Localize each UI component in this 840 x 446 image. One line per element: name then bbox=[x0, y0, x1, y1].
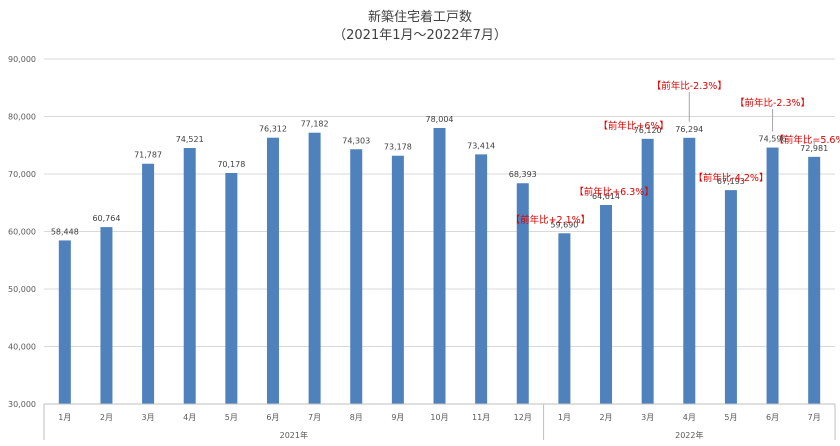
y-tick-label: 70,000 bbox=[8, 170, 36, 179]
x-tick-label: 4月 bbox=[683, 413, 696, 422]
x-group-label: 2022年 bbox=[675, 430, 703, 440]
y-axis: 30,000 40,000 50,000 60,000 70,000 80,000 90,0… bbox=[8, 55, 36, 409]
x-tick-label: 8月 bbox=[350, 413, 363, 422]
bar bbox=[433, 127, 446, 405]
chart-subtitle: （2021年1月～2022年7月） bbox=[333, 28, 507, 43]
x-tick-label: 4月 bbox=[183, 413, 196, 422]
data-label: 68,393 bbox=[509, 170, 537, 179]
x-tick-label: 7月 bbox=[308, 413, 321, 422]
bar bbox=[58, 240, 71, 404]
y-tick-label: 60,000 bbox=[8, 228, 36, 237]
bar bbox=[391, 155, 404, 404]
x-group-label: 2021年 bbox=[280, 430, 308, 440]
bar bbox=[724, 190, 737, 404]
bar bbox=[225, 172, 238, 404]
data-label: 74,303 bbox=[342, 136, 370, 145]
bar bbox=[641, 138, 654, 404]
x-tick-label: 10月 bbox=[430, 413, 448, 422]
bar bbox=[766, 147, 779, 404]
x-tick-label: 12月 bbox=[514, 413, 532, 422]
bar bbox=[183, 148, 196, 404]
x-tick-label: 6月 bbox=[266, 413, 279, 422]
y-tick-label: 50,000 bbox=[8, 285, 36, 294]
bar bbox=[558, 233, 571, 404]
yoy-annotation: 【前年比-2.3%】 bbox=[735, 97, 810, 109]
yoy-annotation: 【前年比=5.6%】 bbox=[774, 134, 840, 146]
bars bbox=[58, 127, 821, 405]
y-tick-label: 80,000 bbox=[8, 113, 36, 122]
data-label: 64,614 bbox=[592, 192, 620, 201]
y-tick-label: 90,000 bbox=[8, 55, 36, 64]
bar bbox=[350, 149, 363, 404]
bar bbox=[100, 227, 113, 404]
bar bbox=[516, 183, 529, 404]
y-tick-label: 40,000 bbox=[8, 343, 36, 352]
bar bbox=[142, 163, 155, 404]
x-tick-label: 1月 bbox=[58, 413, 71, 422]
bar bbox=[808, 156, 821, 404]
data-label: 73,414 bbox=[467, 141, 495, 150]
bar bbox=[683, 137, 696, 404]
chart-title: 新築住宅着工戸数 bbox=[368, 9, 472, 25]
data-label: 59,690 bbox=[550, 220, 578, 229]
data-label: 58,448 bbox=[51, 227, 79, 236]
x-tick-label: 6月 bbox=[766, 413, 779, 422]
bar bbox=[308, 132, 321, 405]
data-label: 74,596 bbox=[759, 135, 787, 144]
bar bbox=[266, 137, 279, 404]
x-tick-label: 3月 bbox=[142, 413, 155, 422]
x-tick-label: 9月 bbox=[391, 413, 404, 422]
x-tick-label: 3月 bbox=[641, 413, 654, 422]
data-label: 74,521 bbox=[176, 135, 204, 144]
x-tick-label: 5月 bbox=[225, 413, 238, 422]
yoy-annotation: 【前年比-4.2%】 bbox=[693, 172, 768, 184]
x-tick-label: 7月 bbox=[808, 413, 821, 422]
data-label: 71,787 bbox=[134, 151, 162, 160]
data-label: 76,312 bbox=[259, 125, 287, 134]
yoy-annotation: 【前年比+6%】 bbox=[598, 120, 669, 132]
bar bbox=[600, 204, 613, 404]
data-label: 67,193 bbox=[717, 177, 745, 186]
data-label: 73,178 bbox=[384, 143, 412, 152]
data-labels: 58,448 60,764 71,787 74,521 70,178 76,312 77,1… bbox=[51, 115, 828, 236]
yoy-annotation: 【前年比+6.3%】 bbox=[574, 186, 654, 198]
yoy-annotation: 【前年比-2.3%】 bbox=[652, 80, 727, 92]
data-label: 77,182 bbox=[301, 120, 329, 129]
yoy-annotation: 【前年比+2.1%】 bbox=[511, 214, 591, 226]
data-label: 76,294 bbox=[675, 125, 703, 134]
x-tick-label: 1月 bbox=[558, 413, 571, 422]
data-label: 72,981 bbox=[800, 144, 828, 153]
data-label: 70,178 bbox=[217, 160, 245, 169]
data-label: 76,120 bbox=[634, 126, 662, 135]
data-label: 78,004 bbox=[426, 115, 454, 124]
annotations: 【前年比+2.1%】【前年比+6.3%】【前年比+6%】【前年比-2.3%】【前… bbox=[511, 80, 840, 226]
x-tick-label: 11月 bbox=[472, 413, 490, 422]
x-tick-label: 5月 bbox=[724, 413, 737, 422]
data-label: 60,764 bbox=[92, 214, 120, 223]
x-axis: 1月 2月 3月 4月 5月 6月 7月 8月 9月 10月 11月 12月 1月 2月 3月 4月 5月 6月 7… bbox=[43, 403, 836, 440]
x-tick-label: 2月 bbox=[599, 413, 612, 422]
x-tick-label: 2月 bbox=[100, 413, 113, 422]
bar bbox=[475, 154, 488, 404]
y-tick-label: 30,000 bbox=[8, 400, 36, 409]
